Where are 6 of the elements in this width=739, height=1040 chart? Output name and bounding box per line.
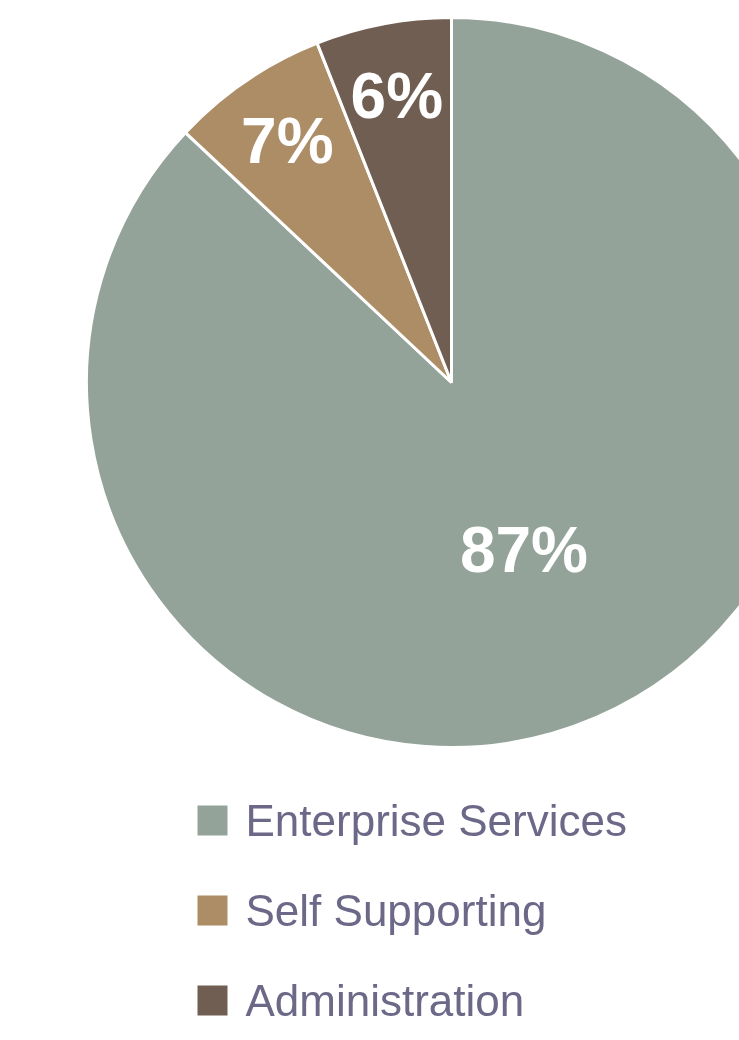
data-label: 87% bbox=[459, 513, 589, 586]
data-label: 7% bbox=[241, 104, 334, 177]
data-label: 6% bbox=[350, 59, 444, 132]
legend-label: Administration bbox=[245, 976, 525, 1025]
legend-label: Self Supporting bbox=[245, 886, 547, 935]
legend-label: Enterprise Services bbox=[245, 796, 627, 845]
